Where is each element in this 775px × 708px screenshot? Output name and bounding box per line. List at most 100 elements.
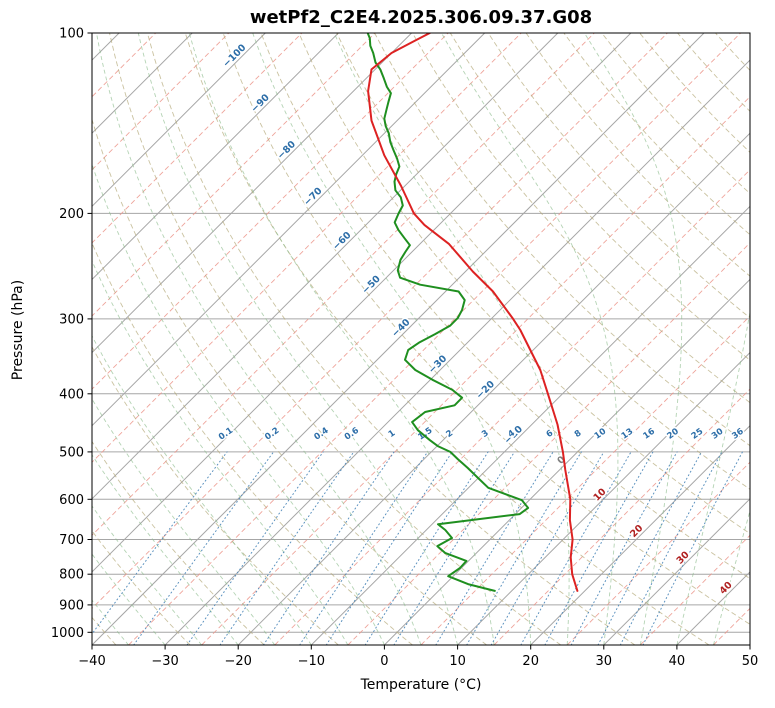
isotherm-dashed-line: [92, 33, 303, 244]
dry-adiabat-curve: [449, 33, 750, 361]
isotherm-line: [237, 132, 750, 645]
x-tick-label: −20: [224, 654, 251, 669]
dry-adiabat-curve: [715, 33, 750, 72]
dry-adiabat-curve: [184, 33, 710, 645]
mixing-ratio-label: 25: [690, 427, 705, 442]
x-tick-label: −10: [298, 654, 325, 669]
mixing-ratio-label: 30: [710, 427, 725, 442]
isotherm-line: [92, 33, 266, 208]
isotherm-dashed-line: [566, 461, 750, 645]
x-tick-label: −30: [151, 654, 178, 669]
mixing-ratio-line: [520, 451, 632, 645]
mixing-ratio-line: [619, 451, 723, 645]
isotherm-dashed-line: [92, 33, 668, 610]
y-axis-ticks: 100 200 300 400 500 600 700 800 900 1000: [51, 27, 92, 641]
y-tick-label: 100: [59, 27, 84, 42]
isotherm-dashed-line: [92, 33, 595, 536]
dry-adiabats: [92, 33, 775, 645]
isotherm-line: [384, 278, 750, 645]
x-tick-label: 10: [449, 654, 466, 669]
mixing-ratio-label: 0.1: [217, 426, 235, 443]
isotherm-line: [92, 33, 705, 645]
plot-frame: [91, 32, 751, 646]
x-tick-label: 20: [522, 654, 539, 669]
x-tick-label: 0: [380, 654, 388, 669]
x-axis-ticks: −40 −30 −20 −10 0 10 20 30 40 50: [78, 645, 758, 669]
isotherm-dashed-line: [92, 33, 449, 390]
isotherm-label: 30: [675, 549, 692, 566]
mixing-ratio-line: [544, 451, 654, 645]
mixing-ratio-line: [466, 451, 582, 645]
chart-title: wetPf2_C2E4.2025.306.09.37.G08: [250, 7, 592, 28]
moist-adiabat-curve: [188, 33, 495, 645]
isotherm-line: [457, 351, 750, 645]
isotherm-dashed-line: [201, 96, 750, 645]
temperature-trace-path: [367, 33, 579, 592]
moist-adiabats: [92, 33, 750, 645]
moist-adiabat-curve: [92, 454, 239, 645]
isotherm-label: 40: [718, 579, 735, 596]
isotherm-label: 10: [591, 486, 608, 503]
x-tick-label: 30: [596, 654, 613, 669]
dry-adiabat-curve: [298, 33, 750, 535]
y-tick-label: 700: [59, 533, 84, 548]
y-tick-label: 300: [59, 312, 84, 327]
dewpoint-trace-path: [366, 33, 530, 592]
dry-adiabat-curve: [525, 33, 750, 277]
isotherms-solid: [92, 33, 750, 645]
mixing-ratio-label: 16: [642, 427, 657, 442]
mixing-ratio-label: 20: [665, 427, 680, 442]
isotherm-line: [92, 33, 559, 500]
mixing-ratio-line: [393, 451, 515, 645]
mixing-ratio-line: [263, 451, 395, 645]
mixing-ratio-line: [597, 451, 703, 645]
isotherm-line: [92, 33, 339, 281]
dewpoint-trace: [366, 33, 530, 592]
isotherm-line: [92, 33, 412, 354]
mixing-ratio-line: [186, 451, 324, 645]
mixing-ratio-line: [364, 451, 489, 645]
mixing-ratio-line: [92, 451, 228, 635]
x-tick-label: −40: [78, 654, 105, 669]
moist-adiabat-curve: [333, 33, 570, 645]
mixing-ratio-line: [325, 451, 453, 645]
dry-adiabat-curve: [92, 345, 339, 645]
chart-layers: −100−90−80−70−60−50−40−30−20−10010203040…: [51, 27, 775, 670]
y-tick-label: 600: [59, 493, 84, 508]
y-tick-label: 400: [59, 387, 84, 402]
mixing-ratio-line: [570, 451, 678, 645]
isotherm-line: [676, 571, 750, 645]
moist-adiabat-curve: [92, 334, 312, 645]
dry-adiabat-curve: [260, 33, 750, 580]
moist-adiabat-curve: [92, 162, 385, 645]
x-tick-label: 40: [669, 654, 686, 669]
mixing-ratio-line: [435, 451, 554, 645]
pressure-gridlines: [92, 33, 750, 633]
y-tick-label: 1000: [51, 626, 84, 641]
isotherm-line: [92, 33, 632, 573]
isotherm-dashed-line: [639, 534, 750, 645]
dry-adiabat-curve: [92, 440, 265, 645]
mixing-ratio-label: 36: [730, 427, 745, 442]
y-tick-label: 200: [59, 207, 84, 222]
mixing-ratio-label: 8: [573, 428, 584, 440]
mixing-ratio-label: 1: [387, 428, 398, 440]
dry-adiabat-curve: [412, 33, 750, 404]
temperature-trace: [367, 33, 579, 592]
moist-adiabat-curve: [441, 33, 619, 645]
mixing-ratio-line: [299, 451, 429, 645]
isotherm-dashed-line: [128, 33, 741, 645]
y-axis-label: Pressure (hPa): [10, 280, 26, 380]
isotherm-label: 20: [628, 522, 645, 539]
mixing-ratio-lines: [92, 451, 743, 645]
moist-adiabat-curve: [676, 33, 750, 645]
moist-adiabat-curve: [584, 33, 683, 645]
x-tick-label: 50: [742, 654, 759, 669]
isotherm-dashed-line: [420, 315, 750, 645]
isotherm-line: [92, 33, 193, 134]
y-tick-label: 500: [59, 445, 84, 460]
dry-adiabat-curve: [222, 33, 750, 625]
dry-adiabat-curve: [753, 33, 775, 645]
